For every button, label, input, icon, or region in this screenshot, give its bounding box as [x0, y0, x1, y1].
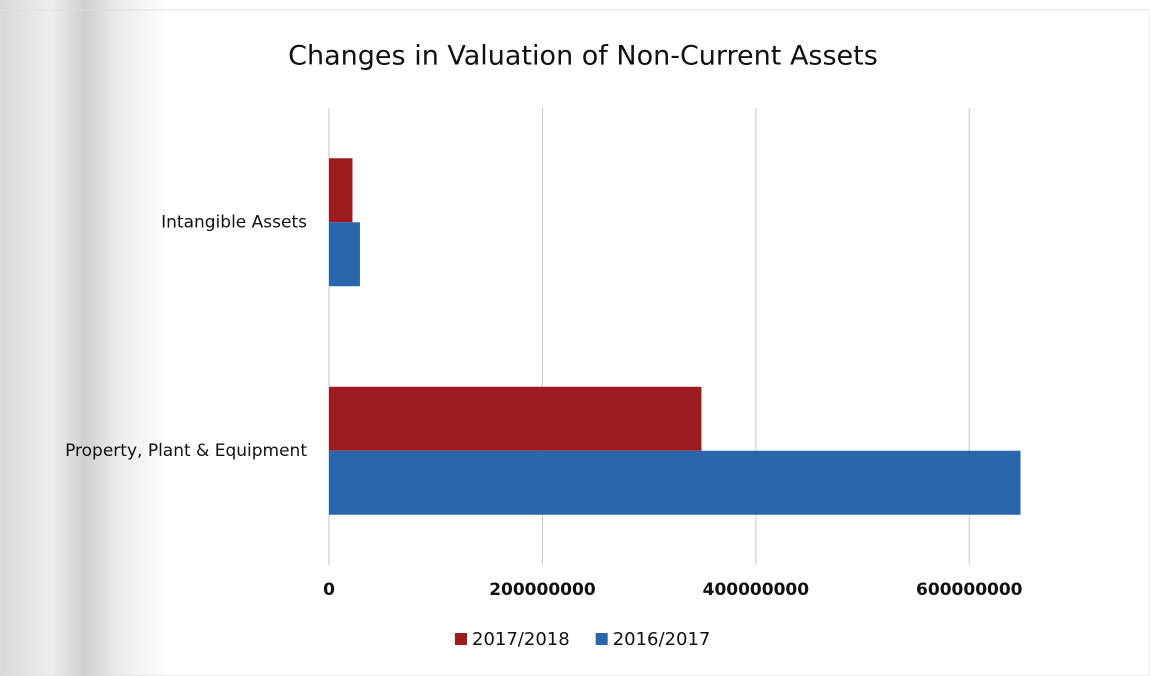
x-tick-label: 0 — [323, 580, 335, 600]
chart-frame — [0, 9, 1150, 676]
bar — [329, 386, 702, 451]
x-tick-label: 200000000 — [489, 580, 596, 600]
legend-swatch — [455, 633, 467, 645]
bar — [329, 158, 353, 223]
chart-title: Changes in Valuation of Non-Current Asse… — [288, 41, 878, 72]
y-tick-label: Property, Plant & Equipment — [65, 441, 307, 461]
legend-label: 2016/2017 — [613, 629, 711, 650]
bar — [329, 450, 1021, 515]
x-tick-label: 400000000 — [703, 580, 810, 600]
legend-label: 2017/2018 — [472, 629, 570, 650]
bar — [329, 222, 360, 287]
y-tick-label: Intangible Assets — [161, 212, 307, 232]
legend-swatch — [595, 633, 608, 645]
page-edge — [0, 0, 170, 676]
x-tick-label: 600000000 — [916, 580, 1023, 600]
